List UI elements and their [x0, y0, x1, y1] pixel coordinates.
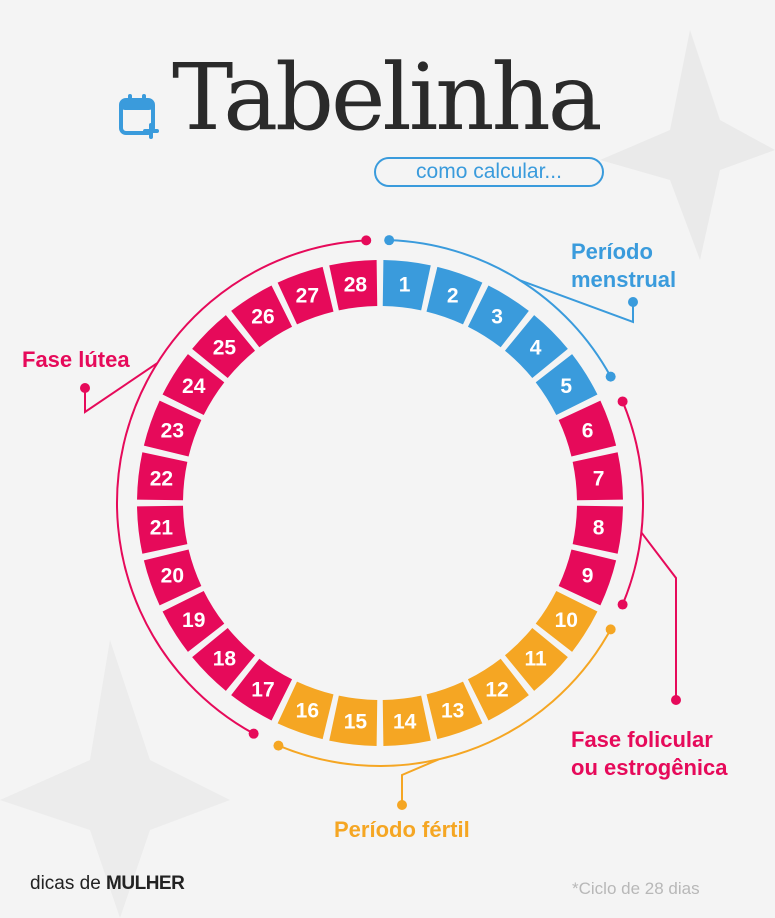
phase-label-folicular: Fase folicular ou estrogênica [571, 727, 728, 780]
calendar-plus-icon [119, 94, 159, 139]
phase-label-lutea: Fase lútea [22, 347, 130, 372]
page-title: Tabelinha [172, 44, 603, 151]
day-number-12: 12 [485, 678, 508, 701]
lutea-connector-dot [80, 383, 90, 393]
day-number-28: 28 [344, 273, 368, 296]
day-number-26: 26 [251, 306, 274, 329]
day-block-1 [382, 260, 431, 311]
menstrual-bracket-dot-1 [384, 235, 395, 246]
lutea-bracket [116, 239, 367, 735]
day-block-25 [192, 315, 256, 379]
day-number-20: 20 [161, 565, 184, 588]
cycle-footnote: *Ciclo de 28 dias [572, 879, 700, 898]
day-block-8 [572, 505, 623, 554]
day-block-13 [426, 681, 483, 740]
subtitle-badge: como calcular... [374, 157, 604, 187]
day-number-7: 7 [593, 467, 605, 490]
day-block-18 [192, 627, 256, 691]
lutea-bracket-dot-2 [361, 235, 372, 246]
menstrual-bracket-dot-2 [605, 371, 616, 382]
day-block-14 [382, 695, 431, 746]
phase-label-fertil: Período fértil [334, 817, 470, 842]
day-block-26 [231, 285, 293, 348]
fertil-connector [401, 758, 439, 805]
day-block-19 [162, 590, 225, 652]
folicular-connector-dot [671, 695, 681, 705]
day-number-16: 16 [296, 700, 319, 723]
day-block-2 [426, 266, 483, 325]
day-block-23 [143, 400, 202, 457]
menstrual-connector-dot [628, 297, 638, 307]
menstrual-bracket [389, 239, 612, 378]
phase-label-menstrual: Período menstrual [571, 239, 677, 292]
day-number-25: 25 [213, 336, 237, 359]
day-block-20 [143, 549, 202, 606]
day-number-8: 8 [593, 517, 605, 540]
day-block-24 [162, 354, 225, 416]
lutea-bracket-dot-1 [248, 728, 259, 739]
fertil-bracket-dot-1 [605, 624, 616, 635]
day-block-22 [137, 452, 188, 501]
day-block-21 [137, 505, 188, 554]
day-number-18: 18 [213, 648, 237, 671]
day-number-27: 27 [296, 284, 319, 307]
day-block-5 [535, 354, 598, 416]
day-block-15 [329, 695, 378, 746]
day-number-24: 24 [182, 375, 206, 398]
day-number-17: 17 [251, 678, 274, 701]
day-block-7 [572, 452, 623, 501]
brand-logo: dicas de MULHER [30, 873, 185, 894]
day-number-1: 1 [399, 273, 411, 296]
day-block-3 [467, 285, 529, 348]
day-block-11 [504, 627, 568, 691]
day-number-11: 11 [524, 648, 547, 671]
fertil-bracket [278, 628, 612, 767]
fertil-connector-dot [397, 800, 407, 810]
day-number-21: 21 [150, 517, 174, 540]
folicular-bracket [621, 401, 644, 605]
day-number-4: 4 [530, 336, 542, 359]
folicular-connector [640, 531, 677, 700]
day-block-17 [231, 658, 293, 721]
day-block-16 [277, 681, 334, 740]
day-number-14: 14 [393, 711, 417, 734]
day-number-22: 22 [150, 467, 173, 490]
lutea-connector [84, 362, 158, 414]
day-number-15: 15 [344, 711, 368, 734]
day-block-12 [467, 658, 529, 721]
day-number-5: 5 [560, 375, 572, 398]
day-number-10: 10 [555, 609, 578, 632]
day-block-4 [504, 315, 568, 379]
day-block-28 [329, 260, 378, 311]
day-block-6 [558, 400, 617, 457]
day-number-23: 23 [161, 419, 184, 442]
day-number-3: 3 [491, 306, 503, 329]
day-block-27 [277, 266, 334, 325]
day-block-10 [535, 590, 598, 652]
day-number-6: 6 [582, 419, 594, 442]
day-number-19: 19 [182, 609, 205, 632]
day-number-2: 2 [447, 284, 459, 307]
folicular-bracket-dot-2 [617, 599, 628, 610]
menstrual-connector [519, 279, 634, 324]
day-number-9: 9 [582, 565, 594, 588]
day-block-9 [558, 549, 617, 606]
folicular-bracket-dot-1 [617, 396, 628, 407]
day-number-13: 13 [441, 700, 464, 723]
fertil-bracket-dot-2 [273, 740, 284, 751]
